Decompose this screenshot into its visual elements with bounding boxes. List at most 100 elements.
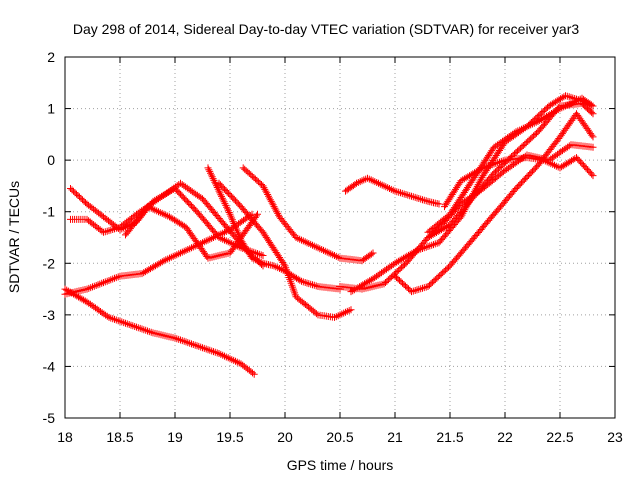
data-point (537, 130, 539, 133)
series-arc-15 (424, 94, 597, 236)
grid (65, 57, 615, 418)
x-tick-label: 22 (497, 429, 513, 445)
data-point (564, 94, 567, 97)
y-tick-label: 2 (47, 49, 55, 65)
series-arc-1 (61, 285, 258, 378)
data-point (64, 293, 66, 296)
data-point (223, 223, 226, 226)
y-tick-label: 0 (47, 152, 55, 168)
data-point (515, 151, 517, 154)
data-point (443, 205, 446, 208)
data-point (410, 195, 413, 198)
x-tick-label: 19 (167, 429, 183, 445)
data-point (570, 143, 572, 146)
axis-ticks: 18 18.5 19 19.5 20 20.5 21 21.5 22 22.5 23-5-4-3-2… (43, 49, 623, 445)
data-point (350, 308, 352, 311)
data-point (218, 352, 220, 355)
data-point (163, 259, 165, 262)
series-points (61, 285, 258, 378)
data-point (394, 262, 396, 265)
data-point (460, 203, 462, 205)
data-point (317, 247, 319, 249)
data-point (295, 296, 297, 298)
data-point (427, 236, 429, 239)
data-point (196, 210, 198, 213)
data-point (592, 112, 594, 115)
data-point (69, 218, 72, 221)
data-point (157, 198, 160, 200)
data-point (333, 316, 336, 319)
data-point (102, 231, 105, 234)
data-point (537, 120, 539, 123)
data-point (471, 179, 473, 182)
series-points (215, 179, 355, 321)
data-point (361, 288, 363, 290)
data-point (581, 97, 583, 100)
data-point (394, 190, 396, 192)
data-point (242, 167, 244, 169)
data-point (229, 228, 231, 231)
data-point (361, 259, 363, 262)
data-point (262, 254, 264, 257)
data-point (537, 164, 539, 167)
x-tick-label: 20 (277, 429, 293, 445)
data-point (339, 285, 341, 288)
data-point (383, 283, 385, 285)
data-point (273, 265, 275, 267)
series-arc-10 (347, 92, 597, 296)
data-point (493, 172, 495, 174)
data-point (449, 213, 451, 216)
data-point (218, 182, 220, 185)
data-point (559, 136, 561, 138)
series-arc-14 (424, 141, 597, 241)
y-tick-label: -2 (43, 255, 56, 271)
data-point (295, 236, 297, 239)
data-point (427, 285, 429, 288)
data-point (141, 272, 143, 275)
data-point (592, 146, 594, 149)
x-tick-label: 21.5 (436, 429, 463, 445)
y-tick-label: 1 (47, 101, 55, 117)
data-point (515, 187, 517, 190)
data-series (61, 92, 597, 378)
data-point (179, 182, 182, 185)
x-tick-label: 18.5 (106, 429, 133, 445)
data-point (394, 275, 396, 277)
series-arc-6 (204, 164, 344, 293)
data-point (366, 177, 369, 179)
data-point (86, 288, 88, 290)
data-point (240, 239, 242, 241)
data-point (548, 105, 550, 107)
data-point (174, 337, 176, 339)
data-point (124, 234, 127, 236)
data-point (427, 200, 429, 203)
data-point (438, 203, 440, 205)
data-point (317, 285, 319, 288)
data-point (405, 262, 407, 265)
data-point (108, 316, 110, 319)
series-points (342, 174, 443, 208)
data-point (64, 288, 66, 290)
data-point (460, 216, 462, 218)
data-point (344, 190, 347, 192)
data-point (449, 223, 451, 226)
data-point (240, 363, 242, 365)
data-point (201, 198, 204, 200)
data-point (592, 105, 594, 107)
data-point (438, 241, 440, 244)
data-point (168, 216, 171, 218)
data-point (196, 345, 198, 347)
data-point (284, 265, 286, 267)
x-tick-label: 21 (387, 429, 403, 445)
data-point (251, 213, 253, 216)
data-point (102, 216, 105, 218)
data-point (240, 205, 242, 208)
data-point (355, 182, 358, 185)
data-point (229, 213, 231, 216)
y-tick-label: -5 (43, 410, 56, 426)
data-point (207, 257, 209, 259)
data-point (119, 275, 121, 277)
data-point (256, 213, 259, 216)
series-arc-8 (239, 164, 377, 265)
